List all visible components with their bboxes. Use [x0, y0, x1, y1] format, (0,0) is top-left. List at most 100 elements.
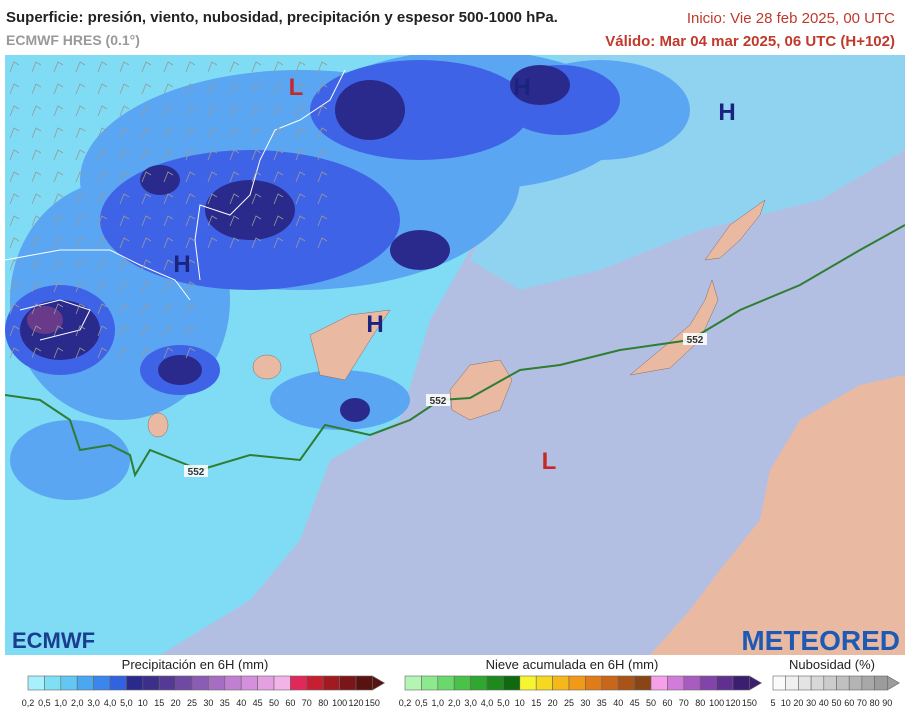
wind-barb	[229, 171, 240, 183]
wind-barb	[97, 193, 108, 205]
wind-barb	[53, 105, 64, 117]
wind-barb	[53, 215, 64, 227]
wind-barb	[75, 347, 86, 359]
wind-barb	[9, 325, 20, 337]
legend-swatch	[158, 675, 176, 691]
wind-barb	[207, 127, 218, 139]
wind-barb	[119, 193, 130, 205]
legend-arrow	[887, 675, 900, 691]
thickness-label-box	[184, 465, 208, 477]
wind-barb	[185, 105, 196, 117]
wind-barb	[273, 83, 284, 95]
wind-barb	[97, 281, 108, 293]
legend-swatch	[650, 675, 668, 691]
title: Superficie: presión, viento, nubosidad, …	[6, 9, 558, 26]
wind-barb	[207, 215, 218, 227]
legend-swatch	[76, 675, 94, 691]
legend-label: 150	[365, 698, 380, 708]
wind-barb	[317, 83, 328, 95]
wind-barb	[75, 149, 86, 161]
legend-label: 70	[679, 698, 689, 708]
wind-barb	[273, 171, 284, 183]
legend-swatch	[667, 675, 685, 691]
wind-barb	[295, 83, 306, 95]
wind-barb	[141, 149, 152, 161]
legend-swatch	[601, 675, 619, 691]
wind-barb	[97, 83, 108, 95]
wind-barb	[229, 61, 240, 73]
wind-barb	[119, 259, 130, 271]
wind-barb	[163, 237, 174, 249]
legend-label: 10	[781, 698, 791, 708]
wind-barb	[141, 325, 152, 337]
wind-barb	[119, 61, 130, 73]
init-time: Inicio: Vie 28 feb 2025, 00 UTC	[687, 10, 895, 27]
legend-label: 35	[597, 698, 607, 708]
wind-barb	[119, 215, 130, 227]
wind-barb	[185, 215, 196, 227]
wind-barb	[185, 193, 196, 205]
wind-barb	[295, 215, 306, 227]
legend-label: 0,2	[22, 698, 35, 708]
wind-barb	[251, 237, 262, 249]
legend-swatch	[224, 675, 242, 691]
wind-barb	[9, 237, 20, 249]
legend-swatch	[810, 675, 825, 691]
legend-label: 2,0	[71, 698, 84, 708]
pressure-center: H	[513, 74, 530, 101]
legend-label: 100	[332, 698, 347, 708]
legend-label: 2,0	[448, 698, 461, 708]
pressure-center: L	[289, 74, 304, 101]
wind-barb	[207, 237, 218, 249]
valid-time: Válido: Mar 04 mar 2025, 06 UTC (H+102)	[605, 33, 895, 50]
wind-barb	[273, 105, 284, 117]
legend-label: 40	[819, 698, 829, 708]
legend-label: 35	[220, 698, 230, 708]
wind-barb	[53, 83, 64, 95]
legend-label: 80	[870, 698, 880, 708]
legend-swatch	[208, 675, 226, 691]
wind-barb	[163, 149, 174, 161]
wind-barb	[97, 105, 108, 117]
legend-label: 3,0	[87, 698, 100, 708]
wind-barb	[251, 149, 262, 161]
wind-barb	[53, 127, 64, 139]
wind-barb	[317, 215, 328, 227]
wind-barb	[273, 149, 284, 161]
wind-barb	[97, 237, 108, 249]
wind-barb	[163, 259, 174, 271]
legend-swatch	[421, 675, 439, 691]
wind-barb	[75, 61, 86, 73]
wind-barb	[9, 127, 20, 139]
wind-barb	[119, 281, 130, 293]
wind-barb	[185, 237, 196, 249]
wind-barb	[141, 171, 152, 183]
legend-label: 0,2	[399, 698, 412, 708]
legend-swatch	[568, 675, 586, 691]
wind-barb	[295, 149, 306, 161]
wind-barb	[141, 83, 152, 95]
legend-label: 5,0	[120, 698, 133, 708]
wind-barb	[53, 171, 64, 183]
legend-label: 15	[531, 698, 541, 708]
map: L H H H H L 552 552 552 ECMWF METEORED	[5, 55, 905, 656]
legend-label: 80	[318, 698, 328, 708]
pressure-center: H	[173, 251, 190, 278]
wind-barb	[75, 259, 86, 271]
legend-label: 90	[882, 698, 892, 708]
legend-swatch	[290, 675, 308, 691]
wind-barb	[317, 171, 328, 183]
legend-arrow	[372, 675, 385, 691]
wind-barb	[229, 215, 240, 227]
legend-label: 1,0	[432, 698, 445, 708]
legend-label: 45	[253, 698, 263, 708]
legend-label: 50	[831, 698, 841, 708]
wind-barb	[317, 127, 328, 139]
wind-barb	[141, 237, 152, 249]
wind-barb	[317, 237, 328, 249]
wind-barb	[97, 171, 108, 183]
wind-barb	[75, 215, 86, 227]
legend-swatch	[503, 675, 521, 691]
wind-barb	[53, 237, 64, 249]
